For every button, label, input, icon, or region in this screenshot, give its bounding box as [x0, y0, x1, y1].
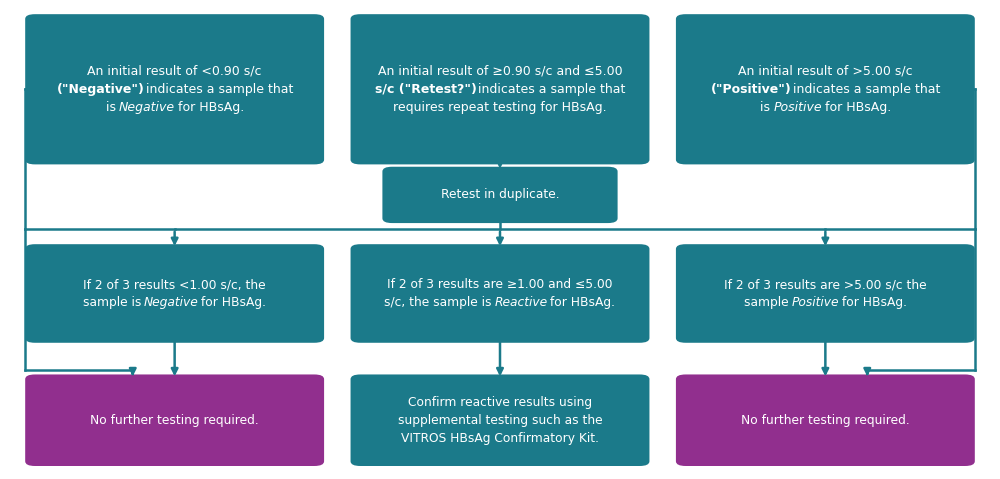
- FancyBboxPatch shape: [25, 244, 324, 343]
- Text: No further testing required.: No further testing required.: [741, 414, 910, 427]
- Text: Retest in duplicate.: Retest in duplicate.: [441, 188, 559, 201]
- FancyBboxPatch shape: [351, 375, 649, 466]
- Text: An initial result of <0.90 s/c: An initial result of <0.90 s/c: [87, 65, 262, 78]
- Text: Negative: Negative: [144, 296, 199, 309]
- Text: Reactive: Reactive: [494, 296, 547, 309]
- FancyBboxPatch shape: [676, 244, 975, 343]
- Text: supplemental testing such as the: supplemental testing such as the: [398, 414, 602, 427]
- FancyBboxPatch shape: [351, 244, 649, 343]
- Text: sample: sample: [744, 296, 793, 309]
- Text: If 2 of 3 results are ≥1.00 and ≤5.00: If 2 of 3 results are ≥1.00 and ≤5.00: [387, 278, 613, 291]
- Text: Positive: Positive: [773, 101, 822, 114]
- Text: indicates a sample that: indicates a sample that: [789, 83, 941, 96]
- Text: An initial result of ≥0.90 s/c and ≤5.00: An initial result of ≥0.90 s/c and ≤5.00: [378, 65, 622, 78]
- FancyBboxPatch shape: [25, 375, 324, 466]
- Text: indicates a sample that: indicates a sample that: [142, 83, 293, 96]
- FancyBboxPatch shape: [676, 375, 975, 466]
- Text: for HBsAg.: for HBsAg.: [546, 296, 615, 309]
- Text: ("Positive"): ("Positive"): [711, 83, 792, 96]
- Text: for HBsAg.: for HBsAg.: [838, 296, 907, 309]
- Text: for HBsAg.: for HBsAg.: [197, 296, 266, 309]
- Text: Confirm reactive results using: Confirm reactive results using: [408, 396, 592, 409]
- Text: for HBsAg.: for HBsAg.: [174, 101, 244, 114]
- Text: s/c ("Retest?"): s/c ("Retest?"): [375, 83, 477, 96]
- Text: ("Negative"): ("Negative"): [57, 83, 144, 96]
- Text: If 2 of 3 results <1.00 s/c, the: If 2 of 3 results <1.00 s/c, the: [83, 278, 266, 291]
- Text: is: is: [760, 101, 774, 114]
- Text: Positive: Positive: [792, 296, 839, 309]
- Text: If 2 of 3 results are >5.00 s/c the: If 2 of 3 results are >5.00 s/c the: [724, 278, 927, 291]
- FancyBboxPatch shape: [351, 14, 649, 164]
- Text: Negative: Negative: [119, 101, 175, 114]
- Text: requires repeat testing for HBsAg.: requires repeat testing for HBsAg.: [393, 101, 607, 114]
- FancyBboxPatch shape: [676, 14, 975, 164]
- Text: s/c, the sample is: s/c, the sample is: [384, 296, 496, 309]
- Text: VITROS HBsAg Confirmatory Kit.: VITROS HBsAg Confirmatory Kit.: [401, 432, 599, 445]
- FancyBboxPatch shape: [25, 14, 324, 164]
- FancyBboxPatch shape: [382, 167, 618, 223]
- Text: indicates a sample that: indicates a sample that: [474, 83, 626, 96]
- Text: sample is: sample is: [83, 296, 145, 309]
- Text: is: is: [106, 101, 120, 114]
- Text: for HBsAg.: for HBsAg.: [821, 101, 891, 114]
- Text: An initial result of >5.00 s/c: An initial result of >5.00 s/c: [738, 65, 913, 78]
- Text: No further testing required.: No further testing required.: [90, 414, 259, 427]
